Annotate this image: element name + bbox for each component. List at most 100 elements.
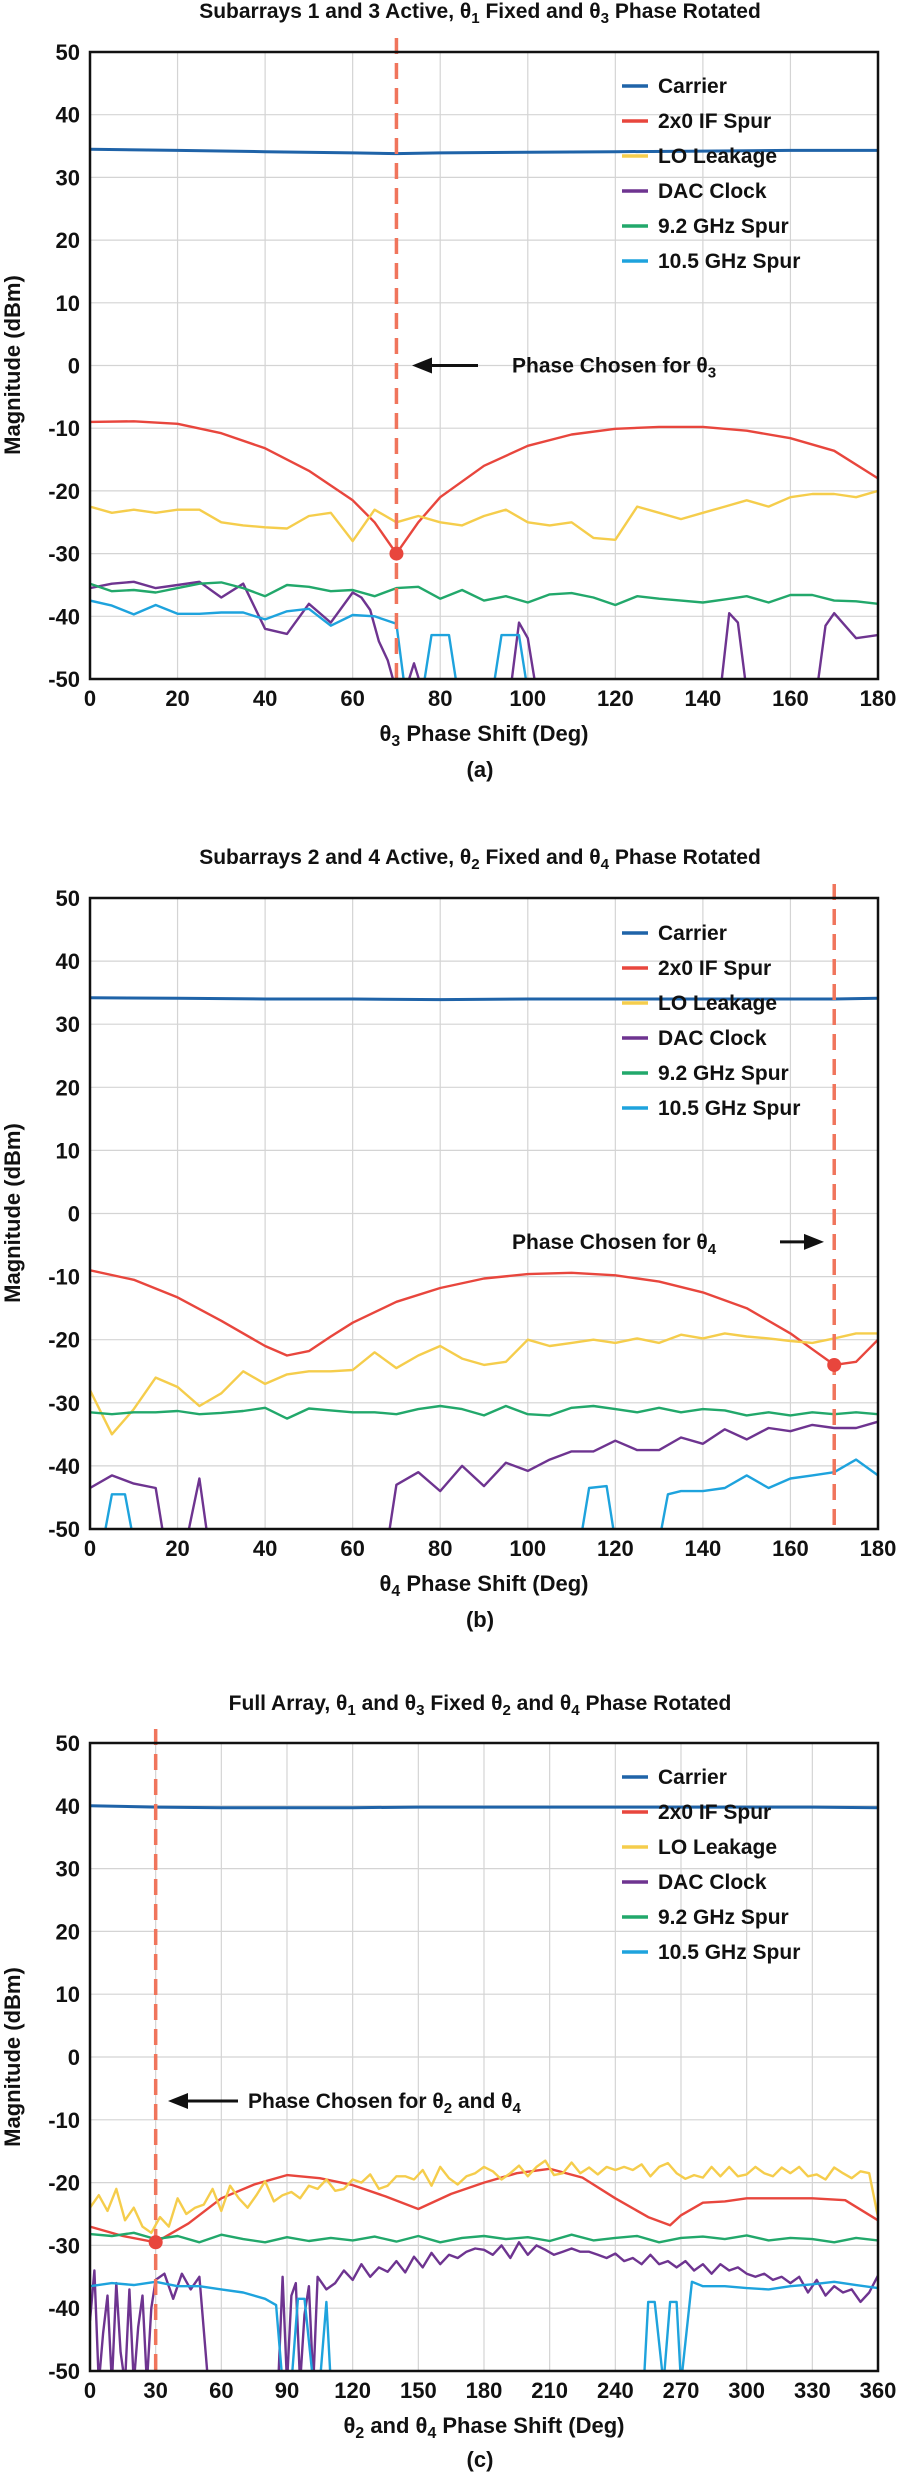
x-axis-label: θ4 Phase Shift (Deg) (380, 1571, 589, 1600)
x-tick-label: 120 (334, 2378, 371, 2403)
y-tick-label: -40 (48, 2296, 80, 2321)
x-tick-label: 210 (531, 2378, 568, 2403)
chart-panel-b: Subarrays 2 and 4 Active, θ2 Fixed and θ… (0, 846, 896, 1632)
legend-item: 2x0 IF Spur (622, 110, 771, 133)
series-line-dac-clock (90, 580, 878, 679)
chart-panel-a: Subarrays 1 and 3 Active, θ1 Fixed and θ… (0, 0, 896, 782)
series-line-10-5-ghz-spur (90, 599, 528, 679)
panel-label: (c) (467, 2447, 494, 2472)
y-tick-label: 0 (68, 2045, 80, 2070)
annotation-arrow-head (804, 1233, 824, 1250)
series-line-carrier (90, 1804, 878, 1810)
y-tick-label: -40 (48, 604, 80, 629)
series-line-dac-clock (90, 2241, 878, 2371)
x-tick-label: 90 (275, 2378, 299, 2403)
legend-label: 9.2 GHz Spur (658, 1906, 789, 1929)
legend-label: LO Leakage (658, 1836, 777, 1859)
x-tick-label: 20 (165, 686, 189, 711)
plot-area (90, 147, 878, 679)
y-tick-label: 50 (56, 1731, 80, 1756)
legend-item: LO Leakage (622, 992, 777, 1015)
plot-area (90, 996, 878, 1529)
panel-label: (b) (466, 1607, 494, 1632)
x-tick-label: 80 (428, 686, 452, 711)
x-axis-label: θ2 and θ4 Phase Shift (Deg) (343, 2413, 624, 2442)
series-line-10-5-ghz-spur (104, 1458, 878, 1529)
legend-item: 2x0 IF Spur (622, 957, 771, 980)
y-tick-label: 50 (56, 886, 80, 911)
y-tick-label: -30 (48, 542, 80, 567)
x-tick-label: 60 (340, 1536, 364, 1561)
x-tick-label: 240 (597, 2378, 634, 2403)
legend-label: Carrier (658, 922, 727, 945)
panel-label: (a) (467, 757, 494, 782)
y-tick-label: -50 (48, 2359, 80, 2384)
y-tick-label: 40 (56, 1794, 80, 1819)
x-tick-label: 140 (685, 1536, 722, 1561)
x-tick-label: 40 (253, 1536, 277, 1561)
series-line-lo-leakage (90, 2159, 878, 2235)
legend-label: 10.5 GHz Spur (658, 1941, 800, 1964)
y-tick-label: -10 (48, 1265, 80, 1290)
legend-item: 2x0 IF Spur (622, 1801, 771, 1824)
x-tick-label: 150 (400, 2378, 437, 2403)
legend-label: Carrier (658, 75, 727, 98)
grid (90, 1743, 878, 2371)
x-tick-label: 100 (509, 1536, 546, 1561)
chart-title: Full Array, θ1 and θ3 Fixed θ2 and θ4 Ph… (229, 1692, 732, 1719)
y-tick-label: -30 (48, 2233, 80, 2258)
x-axis-label: θ3 Phase Shift (Deg) (380, 721, 589, 750)
series-line-9-2-ghz-spur (90, 581, 878, 607)
legend-item: LO Leakage (622, 1836, 777, 1859)
x-tick-label: 30 (143, 2378, 167, 2403)
x-tick-label: 0 (84, 2378, 96, 2403)
series-line-10-5-ghz-spur (90, 2280, 878, 2371)
legend-item: 10.5 GHz Spur (622, 250, 800, 273)
x-tick-label: 60 (340, 686, 364, 711)
annotation-arrow-head (168, 2092, 188, 2109)
x-tick-label: 160 (772, 686, 809, 711)
y-tick-label: -50 (48, 1517, 80, 1542)
grid (90, 898, 878, 1529)
legend-label: 10.5 GHz Spur (658, 1097, 800, 1120)
y-axis-label: Magnitude (dBm) (0, 275, 25, 455)
legend-label: DAC Clock (658, 180, 767, 203)
grid (90, 52, 878, 679)
plot-frame (88, 50, 880, 681)
x-tick-label: 120 (597, 686, 634, 711)
y-tick-label: -20 (48, 2171, 80, 2196)
x-tick-label: 80 (428, 1536, 452, 1561)
phase-chosen-annotation: Phase Chosen for θ2 and θ4 (248, 2090, 522, 2117)
y-tick-label: 20 (56, 1075, 80, 1100)
legend-label: 2x0 IF Spur (658, 110, 771, 133)
x-tick-label: 160 (772, 1536, 809, 1561)
x-tick-label: 140 (685, 686, 722, 711)
x-tick-label: 270 (663, 2378, 700, 2403)
y-tick-label: 40 (56, 103, 80, 128)
legend: Carrier 2x0 IF Spur LO Leakage DAC Clock 9.2… (622, 75, 800, 273)
legend-label: 2x0 IF Spur (658, 1801, 771, 1824)
phase-chosen-annotation: Phase Chosen for θ4 (512, 1231, 717, 1258)
legend-label: Carrier (658, 1766, 727, 1789)
legend-item: 10.5 GHz Spur (622, 1941, 800, 1964)
legend-label: 2x0 IF Spur (658, 957, 771, 980)
x-tick-label: 330 (794, 2378, 831, 2403)
legend-label: LO Leakage (658, 992, 777, 1015)
legend: Carrier 2x0 IF Spur LO Leakage DAC Clock 9.2… (622, 1766, 800, 1964)
chart-title: Subarrays 1 and 3 Active, θ1 Fixed and θ… (199, 0, 761, 27)
x-tick-label: 360 (860, 2378, 897, 2403)
legend-label: 9.2 GHz Spur (658, 215, 789, 238)
legend-item: Carrier (622, 922, 727, 945)
legend-item: DAC Clock (622, 180, 767, 203)
x-tick-label: 120 (597, 1536, 634, 1561)
plot-area (90, 1804, 878, 2371)
x-tick-label: 180 (466, 2378, 503, 2403)
legend-item: 9.2 GHz Spur (622, 1906, 789, 1929)
series-line-9-2-ghz-spur (90, 2231, 878, 2244)
series-line-lo-leakage (90, 1332, 878, 1436)
legend-item: Carrier (622, 75, 727, 98)
series-line-carrier (90, 996, 878, 1002)
legend-label: DAC Clock (658, 1871, 767, 1894)
y-tick-label: -10 (48, 2108, 80, 2133)
